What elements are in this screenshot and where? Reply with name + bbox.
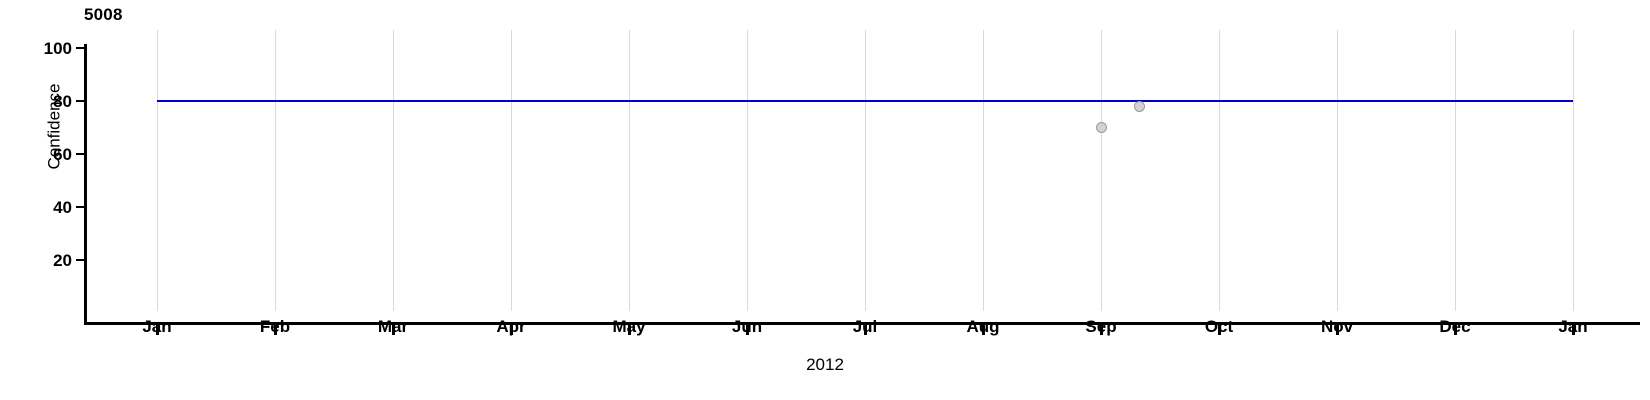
gridline bbox=[983, 30, 984, 311]
x-axis-line bbox=[84, 322, 1640, 325]
gridline bbox=[1219, 30, 1220, 311]
y-axis-tick-label: 40 bbox=[53, 198, 72, 217]
gridline bbox=[275, 30, 276, 311]
gridline bbox=[1455, 30, 1456, 311]
x-axis-tick-label: Feb bbox=[259, 317, 291, 336]
y-axis-line bbox=[84, 44, 87, 325]
x-axis-tick bbox=[628, 325, 631, 335]
x-axis-tick-label: Jul bbox=[852, 317, 878, 336]
x-axis-tick-label: Apr bbox=[496, 317, 526, 336]
x-axis-tick bbox=[510, 325, 513, 335]
x-axis-tick-label: Jan bbox=[142, 317, 172, 336]
y-axis-tick bbox=[76, 47, 85, 49]
x-axis-tick bbox=[982, 325, 985, 335]
threshold-reference-line bbox=[157, 100, 1573, 102]
x-axis-tick bbox=[864, 325, 867, 335]
x-axis-tick bbox=[392, 325, 395, 335]
gridline bbox=[1337, 30, 1338, 311]
x-axis-tick-label: Mar bbox=[377, 317, 409, 336]
gridline bbox=[1573, 30, 1574, 311]
gridline bbox=[629, 30, 630, 311]
gridline bbox=[747, 30, 748, 311]
x-axis-tick-label: Sep bbox=[1085, 317, 1117, 336]
x-axis-tick bbox=[1572, 325, 1575, 335]
y-axis-tick bbox=[76, 153, 85, 155]
x-axis-tick bbox=[746, 325, 749, 335]
chart-title: 5008 bbox=[84, 5, 123, 24]
x-axis-title: 2012 bbox=[806, 355, 844, 374]
x-axis-tick-label: Jun bbox=[731, 317, 763, 336]
x-axis-tick-label: Aug bbox=[966, 317, 1000, 336]
gridline bbox=[1101, 30, 1102, 311]
y-axis-tick-label: 80 bbox=[53, 92, 72, 111]
x-axis-tick-label: Jan bbox=[1558, 317, 1588, 336]
y-axis-tick-label: 60 bbox=[53, 145, 72, 164]
y-axis-tick bbox=[76, 206, 85, 208]
x-axis-tick bbox=[1454, 325, 1457, 335]
gridline bbox=[511, 30, 512, 311]
gridline bbox=[393, 30, 394, 311]
x-axis-tick bbox=[1336, 325, 1339, 335]
x-axis-tick bbox=[1100, 325, 1103, 335]
y-axis-title: Confidence bbox=[44, 83, 64, 170]
x-axis-tick bbox=[274, 325, 277, 335]
x-axis-tick bbox=[156, 325, 159, 335]
gridline bbox=[157, 30, 158, 311]
x-axis-tick-label: May bbox=[612, 317, 646, 336]
y-axis-tick bbox=[76, 100, 85, 102]
data-point[interactable] bbox=[1134, 100, 1146, 112]
y-axis-tick-label: 100 bbox=[43, 39, 72, 58]
y-axis-tick-label: 20 bbox=[53, 251, 72, 270]
y-axis-tick bbox=[76, 259, 85, 261]
x-axis-tick-label: Nov bbox=[1320, 317, 1354, 336]
gridline bbox=[865, 30, 866, 311]
data-point[interactable] bbox=[1095, 122, 1107, 133]
x-axis-tick-label: Dec bbox=[1439, 317, 1471, 336]
x-axis-tick bbox=[1218, 325, 1221, 335]
x-axis-tick-label: Oct bbox=[1204, 317, 1234, 336]
